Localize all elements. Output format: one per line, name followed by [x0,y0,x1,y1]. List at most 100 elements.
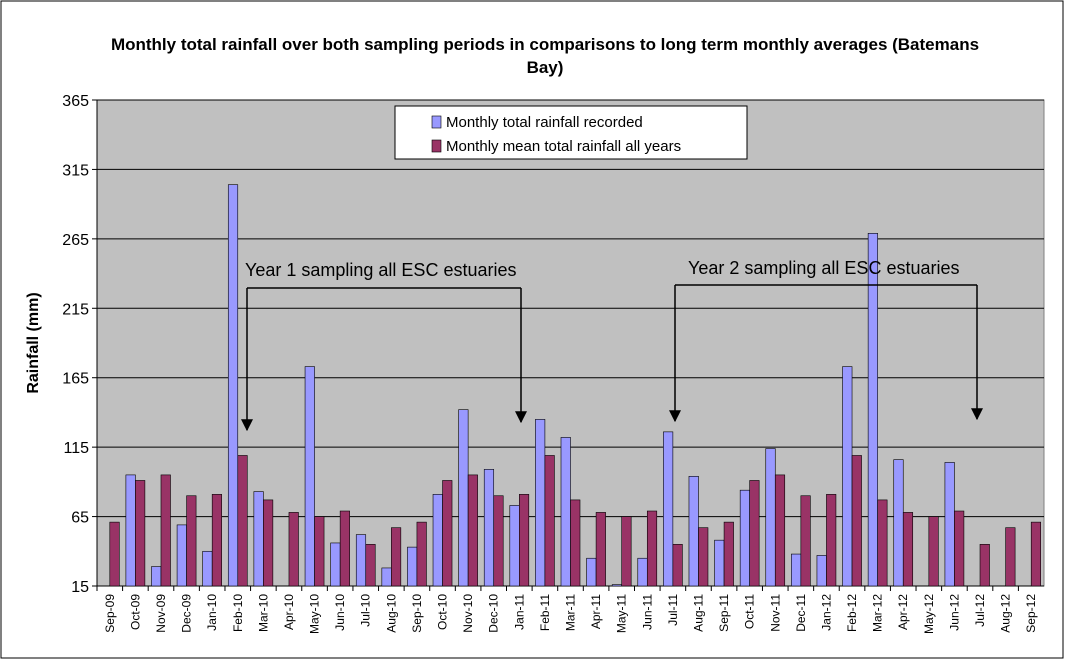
bar [954,510,965,587]
y-tick-label: 215 [62,301,89,318]
y-axis-label: Rainfall (mm) [25,292,42,393]
y-tick-label: 265 [62,232,89,249]
x-tick-label: Jul-10 [359,594,373,627]
bar [176,524,187,587]
bar [867,233,878,587]
bar [800,495,811,587]
y-tick-label: 315 [62,162,89,179]
x-tick-label: May-10 [308,594,322,634]
bar [791,553,802,587]
x-tick-label: Mar-12 [871,594,885,632]
x-tick-label: May-11 [615,594,629,633]
x-tick-label: Aug-12 [999,594,1013,633]
bar [979,544,990,587]
x-tick-label: Dec-09 [180,594,194,633]
bar [816,555,827,587]
x-tick-label: Sep-10 [410,594,424,633]
bar [432,494,443,587]
bar [483,469,495,587]
x-tick-label: Jan-12 [819,594,833,631]
bar [611,584,622,587]
x-tick-label: Oct-11 [743,594,757,629]
y-tick-label: 165 [62,371,89,388]
x-tick-label: Jan-11 [512,594,526,630]
bar [1005,527,1016,587]
legend-label: Monthly total rainfall recorded [446,114,643,131]
bar [646,510,658,587]
bar [227,184,239,587]
bar [509,505,520,587]
bar [663,431,674,587]
x-tick-label: Feb-11 [538,594,552,631]
bar [586,557,597,587]
x-tick-label: Apr-11 [589,594,603,629]
x-tick-label: Oct-09 [128,594,142,630]
bar [135,480,146,587]
bar [109,521,120,587]
annotation: Year 1 sampling all ESC estuaries [245,260,516,280]
x-tick-label: Jul-12 [973,594,987,627]
bar [749,480,760,587]
bar [263,499,274,587]
bar [595,512,606,587]
legend-label: Monthly mean total rainfall all years [446,138,681,155]
bar [621,516,632,587]
x-tick-label: Aug-11 [691,594,705,632]
bar [151,566,162,587]
bar [688,476,699,587]
bar [237,455,248,587]
bar [723,521,734,587]
bar [698,527,709,587]
x-tick-label: Oct-10 [436,594,450,630]
bar [458,409,469,587]
bar [544,455,555,587]
bar [211,494,222,587]
x-tick-label: Nov-10 [461,594,475,633]
bar [186,495,197,587]
bar [842,366,853,587]
legend-box [394,105,748,160]
x-tick-label: Jun-11 [640,594,654,630]
bar [570,499,581,587]
bar [442,480,453,587]
x-tick-label: Apr-10 [282,594,296,630]
bar [467,474,478,587]
bar [202,550,213,587]
x-tick-label: Jun-12 [947,594,961,631]
bar [407,546,418,587]
bar [304,366,315,587]
bar [391,527,402,587]
x-tick-label: Sep-11 [717,594,731,632]
bar [774,474,786,587]
bar [928,516,939,587]
x-tick-label: Sep-12 [1024,594,1038,633]
bar [493,495,504,587]
y-tick-label: 365 [62,93,89,110]
bar [416,521,427,587]
bar [288,512,299,587]
bar [125,474,136,587]
x-tick-label: Jul-11 [666,594,680,626]
bar [253,491,264,587]
bar [339,510,350,587]
y-tick-label: 15 [71,579,89,596]
bar [355,534,367,587]
x-tick-label: Jan-10 [205,594,219,631]
bar [160,474,171,587]
bar [739,489,750,587]
bar [1030,521,1042,587]
bar [902,512,914,587]
bar [381,567,392,587]
bar [765,448,776,587]
bar [893,459,904,587]
x-tick-label: Dec-11 [794,594,808,632]
bar [944,462,955,587]
x-tick-label: Feb-12 [845,594,859,632]
bar [519,494,530,587]
x-tick-label: Nov-11 [768,594,782,632]
bar [851,455,862,587]
bar [826,494,837,587]
bar [365,544,376,587]
